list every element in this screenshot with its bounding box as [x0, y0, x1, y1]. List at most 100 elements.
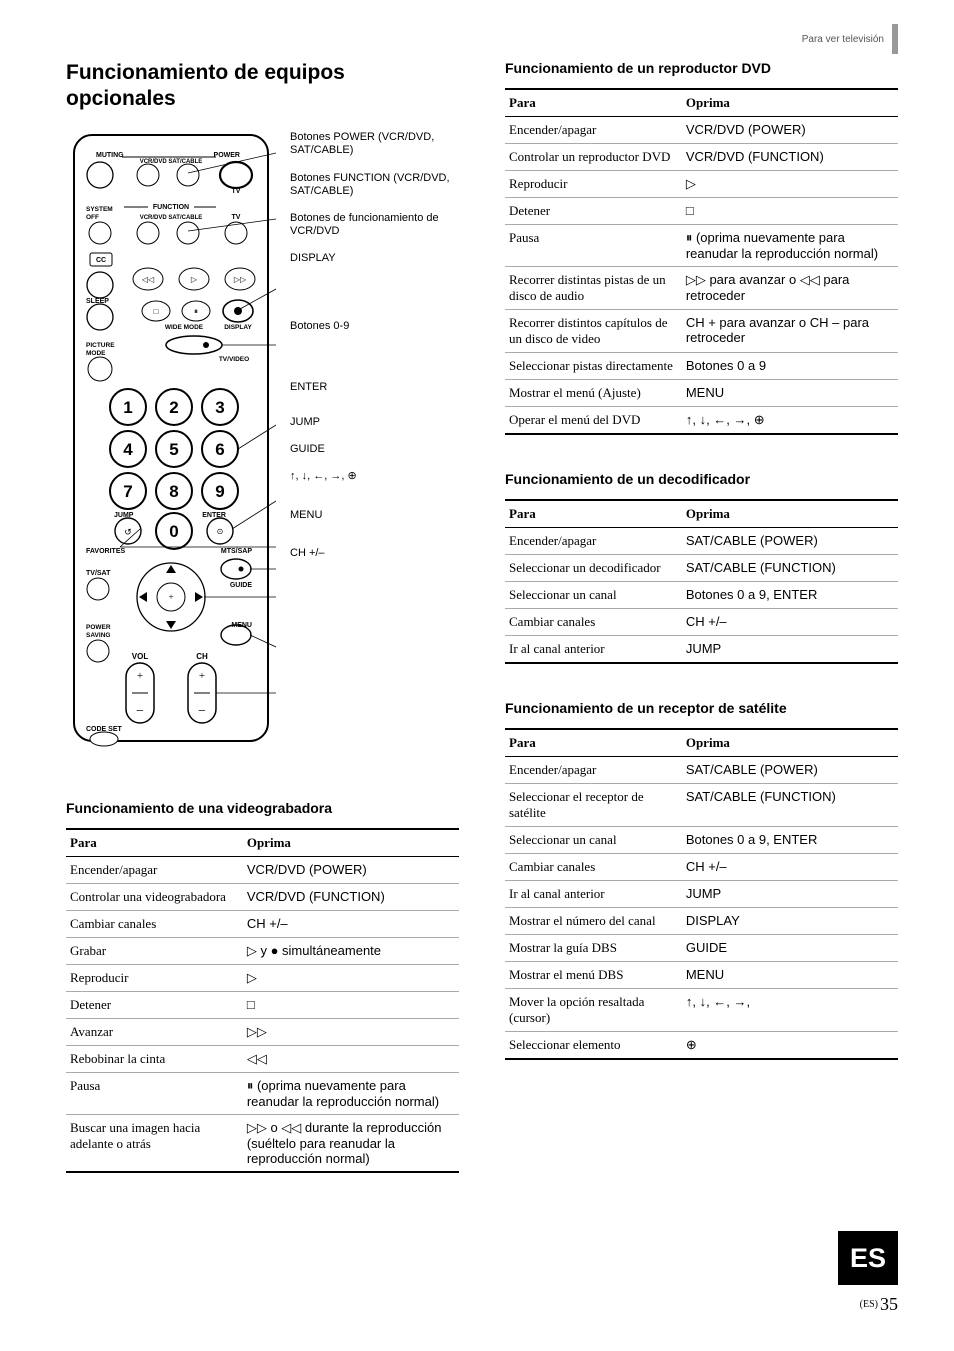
cell-para: Detener [505, 198, 682, 225]
section-title: Funcionamiento de equipos opcionales [66, 60, 459, 111]
cell-oprima: SAT/CABLE (FUNCTION) [682, 784, 898, 827]
table-row: Mostrar el número del canalDISPLAY [505, 908, 898, 935]
page-num: 35 [880, 1294, 898, 1314]
table-row: Mostrar el menú (Ajuste)MENU [505, 380, 898, 407]
cell-oprima: VCR/DVD (FUNCTION) [682, 144, 898, 171]
cell-oprima: ▷▷ o ◁◁ durante la reproducción (suéltel… [243, 1115, 459, 1173]
svg-text:0: 0 [169, 522, 178, 541]
th-oprima: Oprima [682, 729, 898, 757]
table-row: Cambiar canalesCH +/– [505, 854, 898, 881]
cell-oprima: ⏸ (oprima nuevamente para reanudar la re… [682, 225, 898, 267]
svg-text:3: 3 [215, 398, 224, 417]
table-row: Reproducir▷ [66, 965, 459, 992]
svg-text:TV/SAT: TV/SAT [86, 570, 111, 577]
cell-oprima: CH +/– [682, 609, 898, 636]
svg-text:TV/VIDEO: TV/VIDEO [219, 356, 249, 363]
table-row: Grabar▷ y ● simultáneamente [66, 938, 459, 965]
cell-oprima: □ [682, 198, 898, 225]
table-row: Avanzar▷▷ [66, 1019, 459, 1046]
callout: Botones 0-9 [290, 320, 459, 333]
table-row: Operar el menú del DVD↑, ↓, ←, →, ⊕ [505, 407, 898, 435]
th-oprima: Oprima [682, 89, 898, 117]
right-column: Funcionamiento de un reproductor DVD Par… [505, 60, 898, 1173]
cell-oprima: JUMP [682, 881, 898, 908]
decoder-title: Funcionamiento de un decodificador [505, 471, 898, 487]
table-row: Reproducir▷ [505, 171, 898, 198]
svg-text:FUNCTION: FUNCTION [153, 204, 189, 211]
svg-text:VCR/DVD SAT/CABLE: VCR/DVD SAT/CABLE [140, 215, 203, 221]
cell-para: Mostrar la guía DBS [505, 935, 682, 962]
svg-text:OFF: OFF [86, 214, 99, 221]
svg-text:POWER: POWER [214, 152, 240, 159]
cell-oprima: VCR/DVD (POWER) [243, 857, 459, 884]
cell-oprima: GUIDE [682, 935, 898, 962]
sat-title: Funcionamiento de un receptor de satélit… [505, 700, 898, 716]
cell-oprima: ▷ [682, 171, 898, 198]
vcr-title: Funcionamiento de una videograbadora [66, 800, 459, 816]
table-row: Rebobinar la cinta◁◁ [66, 1046, 459, 1073]
cell-para: Seleccionar el receptor de satélite [505, 784, 682, 827]
svg-text:▷: ▷ [191, 275, 198, 284]
cell-oprima: ↑, ↓, ←, →, [682, 989, 898, 1032]
svg-text:CH: CH [196, 652, 208, 661]
table-row: Cambiar canalesCH +/– [505, 609, 898, 636]
svg-text:▷▷: ▷▷ [234, 275, 247, 284]
table-row: Mover la opción resaltada (cursor)↑, ↓, … [505, 989, 898, 1032]
table-row: Seleccionar un decodificadorSAT/CABLE (F… [505, 555, 898, 582]
table-row: Seleccionar elemento⊕ [505, 1032, 898, 1060]
table-row: Encender/apagarVCR/DVD (POWER) [505, 117, 898, 144]
left-column: Funcionamiento de equipos opcionales MUT… [66, 60, 459, 1173]
table-row: Encender/apagarVCR/DVD (POWER) [66, 857, 459, 884]
callout: GUIDE [290, 443, 459, 456]
cell-para: Avanzar [66, 1019, 243, 1046]
remote-callouts: Botones POWER (VCR/DVD, SAT/CABLE) Boton… [290, 129, 459, 574]
th-oprima: Oprima [243, 829, 459, 857]
callout: Botones POWER (VCR/DVD, SAT/CABLE) [290, 131, 459, 157]
cell-oprima: ▷▷ [243, 1019, 459, 1046]
svg-text:DISPLAY: DISPLAY [224, 324, 252, 331]
callout: ENTER [290, 381, 459, 394]
cell-para: Reproducir [505, 171, 682, 198]
svg-text:−: − [136, 704, 144, 719]
cell-para: Pausa [505, 225, 682, 267]
svg-text:2: 2 [169, 398, 178, 417]
svg-text:8: 8 [169, 482, 178, 501]
cell-oprima: Botones 0 a 9 [682, 353, 898, 380]
cell-oprima: ⏸ (oprima nuevamente para reanudar la re… [243, 1073, 459, 1115]
cell-oprima: CH +/– [682, 854, 898, 881]
cell-oprima: CH +/– [243, 911, 459, 938]
cell-para: Detener [66, 992, 243, 1019]
table-row: Encender/apagarSAT/CABLE (POWER) [505, 757, 898, 784]
table-row: Pausa⏸ (oprima nuevamente para reanudar … [505, 225, 898, 267]
cell-para: Ir al canal anterior [505, 636, 682, 664]
table-row: Controlar un reproductor DVDVCR/DVD (FUN… [505, 144, 898, 171]
cell-oprima: MENU [682, 380, 898, 407]
cell-para: Ir al canal anterior [505, 881, 682, 908]
cell-oprima: ⊕ [682, 1032, 898, 1060]
cell-para: Controlar una videograbadora [66, 884, 243, 911]
cell-para: Seleccionar elemento [505, 1032, 682, 1060]
table-row: Detener□ [505, 198, 898, 225]
svg-text:4: 4 [123, 440, 133, 459]
cell-para: Cambiar canales [505, 854, 682, 881]
svg-text:↺: ↺ [124, 527, 132, 537]
table-row: Ir al canal anteriorJUMP [505, 881, 898, 908]
cell-oprima: ◁◁ [243, 1046, 459, 1073]
svg-text:TV: TV [232, 188, 241, 195]
header-rule [892, 24, 898, 54]
svg-text:◁◁: ◁◁ [142, 275, 155, 284]
cell-oprima: SAT/CABLE (POWER) [682, 528, 898, 555]
callout: DISPLAY [290, 252, 459, 265]
svg-text:⏸: ⏸ [194, 307, 198, 316]
cell-oprima: ↑, ↓, ←, →, ⊕ [682, 407, 898, 435]
cell-para: Mostrar el menú (Ajuste) [505, 380, 682, 407]
cell-oprima: VCR/DVD (POWER) [682, 117, 898, 144]
page-number: (ES)35 [860, 1294, 898, 1315]
cell-oprima: ▷ y ● simultáneamente [243, 938, 459, 965]
decoder-table: Para Oprima Encender/apagarSAT/CABLE (PO… [505, 499, 898, 664]
svg-text:6: 6 [215, 440, 224, 459]
svg-text:POWER: POWER [86, 624, 111, 631]
cell-para: Seleccionar un canal [505, 827, 682, 854]
callout: Botones de funcionamiento de VCR/DVD [290, 212, 459, 238]
cell-oprima: VCR/DVD (FUNCTION) [243, 884, 459, 911]
